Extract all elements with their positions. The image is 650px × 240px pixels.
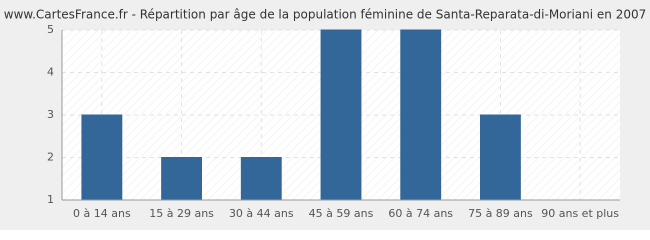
x-tick-label: 60 à 74 ans xyxy=(388,207,453,220)
bar xyxy=(161,157,202,201)
bar xyxy=(480,114,521,201)
y-tick-label: 4 xyxy=(47,66,54,79)
bar xyxy=(400,29,442,201)
x-tick-label: 30 à 44 ans xyxy=(229,207,294,220)
bar xyxy=(81,114,123,201)
chart: www.CartesFrance.fr - Répartition par âg… xyxy=(0,0,650,230)
bar xyxy=(240,157,282,201)
y-tick-label: 3 xyxy=(47,108,54,121)
x-tick-label: 15 à 29 ans xyxy=(149,207,214,220)
y-tick-label: 1 xyxy=(47,193,54,206)
y-tick-label: 5 xyxy=(47,23,54,36)
x-tick-label: 0 à 14 ans xyxy=(73,207,131,220)
bar xyxy=(320,29,362,201)
y-tick-label: 2 xyxy=(47,151,54,164)
chart-title: www.CartesFrance.fr - Répartition par âg… xyxy=(4,8,646,22)
x-tick-label: 75 à 89 ans xyxy=(468,207,533,220)
x-tick-label: 45 à 59 ans xyxy=(309,207,374,220)
x-tick-label: 90 ans et plus xyxy=(541,207,619,220)
